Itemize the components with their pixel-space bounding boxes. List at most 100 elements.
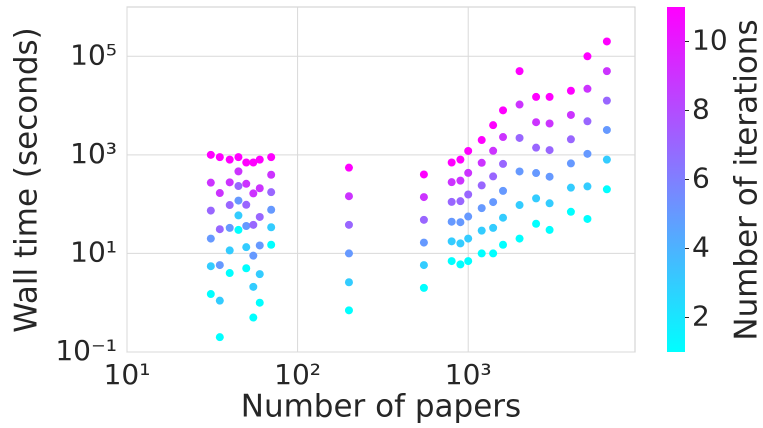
point xyxy=(583,84,592,93)
point xyxy=(225,201,234,210)
point xyxy=(344,220,353,229)
point xyxy=(419,261,428,270)
point xyxy=(566,159,575,168)
point xyxy=(583,117,592,126)
point xyxy=(456,218,465,227)
x-axis-label: Number of papers xyxy=(241,389,521,425)
point xyxy=(249,251,258,260)
point xyxy=(267,205,276,214)
point xyxy=(583,149,592,158)
point xyxy=(477,226,486,235)
colorbar-label: Number of iterations xyxy=(729,19,763,340)
point xyxy=(225,155,234,164)
point xyxy=(499,159,508,168)
colorbar xyxy=(667,7,685,352)
point xyxy=(545,225,554,234)
point xyxy=(447,237,456,246)
point xyxy=(583,52,592,61)
point xyxy=(234,196,243,205)
point xyxy=(456,155,465,164)
colorbar-tick-label: 8 xyxy=(692,93,710,126)
point xyxy=(344,249,353,258)
point xyxy=(532,194,541,203)
point xyxy=(206,150,215,159)
point xyxy=(583,214,592,223)
point xyxy=(215,153,224,162)
point xyxy=(464,190,473,199)
point xyxy=(249,189,258,198)
point xyxy=(242,243,251,252)
point xyxy=(602,155,611,164)
point xyxy=(344,163,353,172)
point xyxy=(267,240,276,249)
point xyxy=(602,96,611,105)
point xyxy=(267,153,276,162)
point xyxy=(255,155,264,164)
point xyxy=(447,217,456,226)
point xyxy=(215,225,224,234)
point xyxy=(249,282,258,291)
point xyxy=(456,197,465,206)
point xyxy=(602,185,611,194)
point xyxy=(225,269,234,278)
point xyxy=(532,169,541,178)
point xyxy=(255,184,264,193)
point xyxy=(234,225,243,234)
point xyxy=(515,234,524,243)
point xyxy=(249,220,258,229)
point xyxy=(419,170,428,179)
point xyxy=(515,100,524,109)
point xyxy=(464,146,473,155)
point xyxy=(489,146,498,155)
point xyxy=(447,197,456,206)
colorbar-tick-label: 2 xyxy=(692,300,710,333)
point xyxy=(583,182,592,191)
point xyxy=(464,168,473,177)
point xyxy=(249,158,258,167)
point xyxy=(255,212,264,221)
point xyxy=(234,182,243,191)
point xyxy=(489,172,498,181)
point xyxy=(464,234,473,243)
point xyxy=(255,241,264,250)
point xyxy=(499,133,508,142)
colorbar-tick-label: 10 xyxy=(692,24,728,57)
point xyxy=(477,181,486,190)
y-tick-label: 10¹ xyxy=(70,235,117,268)
point xyxy=(566,110,575,119)
point xyxy=(489,249,498,258)
point xyxy=(602,37,611,46)
point xyxy=(477,136,486,145)
point xyxy=(242,179,251,188)
point xyxy=(499,186,508,195)
point xyxy=(242,158,251,167)
point xyxy=(419,238,428,247)
point xyxy=(545,119,554,128)
point xyxy=(532,118,541,127)
point xyxy=(602,125,611,134)
point xyxy=(515,167,524,176)
point xyxy=(566,135,575,144)
point xyxy=(499,213,508,222)
point xyxy=(344,278,353,287)
point xyxy=(566,86,575,95)
point xyxy=(545,199,554,208)
point xyxy=(456,176,465,185)
point xyxy=(215,261,224,270)
point xyxy=(215,333,224,342)
point xyxy=(255,298,264,307)
colorbar-tick-label: 6 xyxy=(692,162,710,195)
point xyxy=(464,257,473,266)
point xyxy=(499,240,508,249)
point xyxy=(234,167,243,176)
point xyxy=(515,201,524,210)
point xyxy=(566,183,575,192)
x-tick-label: 10² xyxy=(274,358,321,391)
point xyxy=(206,262,215,271)
point xyxy=(419,193,428,202)
point xyxy=(532,143,541,152)
point xyxy=(249,313,258,322)
point xyxy=(545,172,554,181)
point xyxy=(206,234,215,243)
point xyxy=(215,296,224,305)
